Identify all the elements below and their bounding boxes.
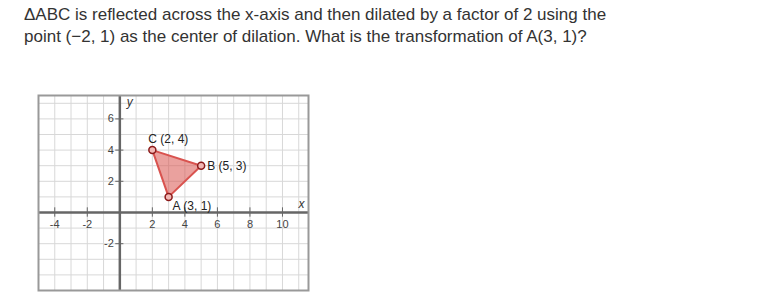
svg-text:-4: -4 [50, 218, 60, 230]
svg-text:4: 4 [108, 144, 114, 156]
svg-text:y: y [126, 95, 134, 109]
svg-text:6: 6 [108, 112, 114, 124]
svg-text:4: 4 [182, 218, 188, 230]
svg-text:2: 2 [149, 218, 155, 230]
svg-text:C (2, 4): C (2, 4) [148, 132, 188, 146]
svg-text:B (5, 3): B (5, 3) [207, 159, 246, 173]
html-text:ΔABC is reflected across the x: ΔABC is reflected across the x-axis and … [24, 5, 607, 24]
svg-text:8: 8 [247, 218, 253, 230]
svg-text:2: 2 [108, 175, 114, 187]
svg-text:-2: -2 [82, 218, 92, 230]
svg-text:6: 6 [214, 218, 220, 230]
html-text:point (−2, 1) as the center of: point (−2, 1) as the center of dilation.… [24, 27, 587, 46]
svg-text:x: x [298, 197, 306, 211]
svg-text:A (3, 1): A (3, 1) [173, 199, 212, 213]
svg-text:-2: -2 [104, 237, 114, 249]
svg-text:10: 10 [276, 218, 288, 230]
